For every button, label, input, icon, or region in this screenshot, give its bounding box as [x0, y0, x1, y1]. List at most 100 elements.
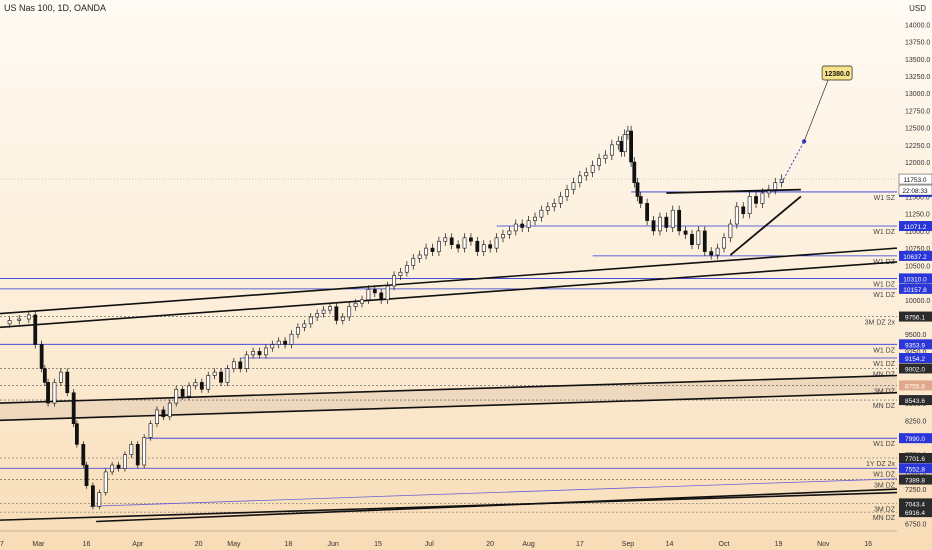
candle-body: [219, 371, 223, 383]
candle-body: [632, 161, 637, 184]
x-tick-label: Nov: [817, 541, 830, 548]
candle-body: [212, 371, 217, 376]
candle-body: [754, 196, 758, 204]
y-tick-label: 10750.0: [905, 246, 930, 253]
candle-body: [283, 340, 288, 345]
candle-body: [110, 464, 115, 473]
candle-body: [340, 316, 345, 321]
x-tick-label: 17: [576, 541, 584, 548]
candle-body: [385, 285, 390, 301]
price-tag-box: [899, 311, 932, 322]
candle-body: [148, 423, 153, 438]
price-tag-text: 10637.2: [903, 254, 927, 261]
candle-body: [91, 485, 95, 507]
candle-body: [670, 209, 675, 228]
price-tag-text: 9154.2: [905, 356, 925, 363]
candle-body: [526, 220, 531, 228]
y-tick-label: 11250.0: [905, 212, 930, 219]
x-tick-label: Apr: [132, 541, 144, 548]
candle-body: [501, 234, 505, 239]
candle-body: [328, 306, 332, 311]
candle-body: [123, 454, 127, 469]
candle-body: [71, 392, 76, 425]
candle-body: [475, 240, 480, 252]
y-tick-label: 12000.0: [905, 160, 930, 167]
x-tick-label: Aug: [522, 541, 535, 548]
price-tag-text: 7389.8: [905, 478, 925, 485]
timer-text: 22:08:33: [902, 188, 928, 195]
candle-body: [263, 347, 268, 356]
candle-body: [520, 223, 525, 228]
candle-body: [366, 289, 371, 301]
candle-body: [347, 306, 352, 318]
candle-body: [507, 230, 512, 235]
candle-body: [619, 141, 624, 153]
candle-body: [449, 237, 454, 245]
zone-label: W1 DZ: [873, 229, 896, 236]
candle-body: [238, 361, 243, 369]
candle-body: [629, 130, 634, 163]
candle-body: [142, 437, 147, 466]
candle-body: [584, 172, 589, 177]
candle-body: [590, 165, 595, 173]
price-tag-text: 7701.6: [905, 456, 925, 463]
candle-body: [443, 237, 448, 242]
candle-body: [571, 182, 576, 190]
candle-body: [651, 220, 656, 232]
chart-title: US Nas 100, 1D, OANDA: [4, 3, 107, 13]
candle-body: [74, 423, 79, 445]
candle-body: [39, 344, 44, 369]
candle-body: [533, 216, 537, 221]
candle-body: [597, 158, 601, 166]
x-tick-label: 16: [864, 541, 872, 548]
candle-body: [734, 206, 739, 225]
zone-label: 1Y DZ 2x: [866, 461, 896, 468]
candle-body: [773, 182, 778, 190]
x-tick-label: 20: [195, 541, 203, 548]
candle-body: [625, 130, 630, 135]
price-tag-box: [899, 221, 932, 232]
price-tag-box: [899, 463, 932, 474]
price-tag-text: 7043.4: [905, 501, 925, 508]
zone-label: MN DZ: [873, 403, 896, 410]
y-tick-label: 12750.0: [905, 108, 930, 115]
price-tag-text: 8755.8: [905, 383, 925, 390]
price-tag-text: 7552.8: [905, 466, 925, 473]
candle-body: [558, 196, 563, 204]
candle-body: [270, 344, 275, 349]
price-tag-box: [899, 395, 932, 406]
triangle-bottom-line: [729, 195, 802, 256]
candle-body: [616, 141, 621, 146]
candle-body: [231, 361, 236, 369]
zone-label: W1 DZ: [873, 361, 896, 368]
candle-body: [116, 464, 121, 469]
callout-box: [821, 65, 853, 81]
price-tag-box: [899, 363, 932, 374]
candle-body: [747, 196, 752, 214]
candle-body: [129, 444, 134, 455]
zone-label: MN DZ: [873, 515, 896, 522]
price-tag-box: [899, 283, 932, 294]
candle-body: [296, 327, 300, 335]
x-tick-label: Sep: [622, 541, 635, 548]
candle-body: [353, 302, 358, 307]
candle-body: [709, 251, 714, 256]
candle-body: [321, 309, 326, 314]
y-tick-label: 11000.0: [905, 229, 930, 236]
price-tag-text: 8543.6: [905, 398, 925, 405]
candle-body: [289, 333, 294, 345]
timer-box: [898, 184, 932, 196]
last-price-box: [898, 173, 932, 185]
x-tick-label: 20: [486, 541, 494, 548]
price-tag-box: [899, 498, 932, 509]
candle-body: [722, 237, 726, 249]
trend-line: [0, 261, 898, 329]
x-tick-label: Mar: [32, 541, 45, 548]
price-tag-box: [899, 433, 932, 444]
candle-body: [760, 192, 765, 204]
candle-body: [488, 244, 493, 249]
y-tick-label: 7500.0: [905, 470, 927, 477]
candle-body: [372, 289, 377, 294]
y-tick-label: 14000.0: [905, 22, 930, 29]
